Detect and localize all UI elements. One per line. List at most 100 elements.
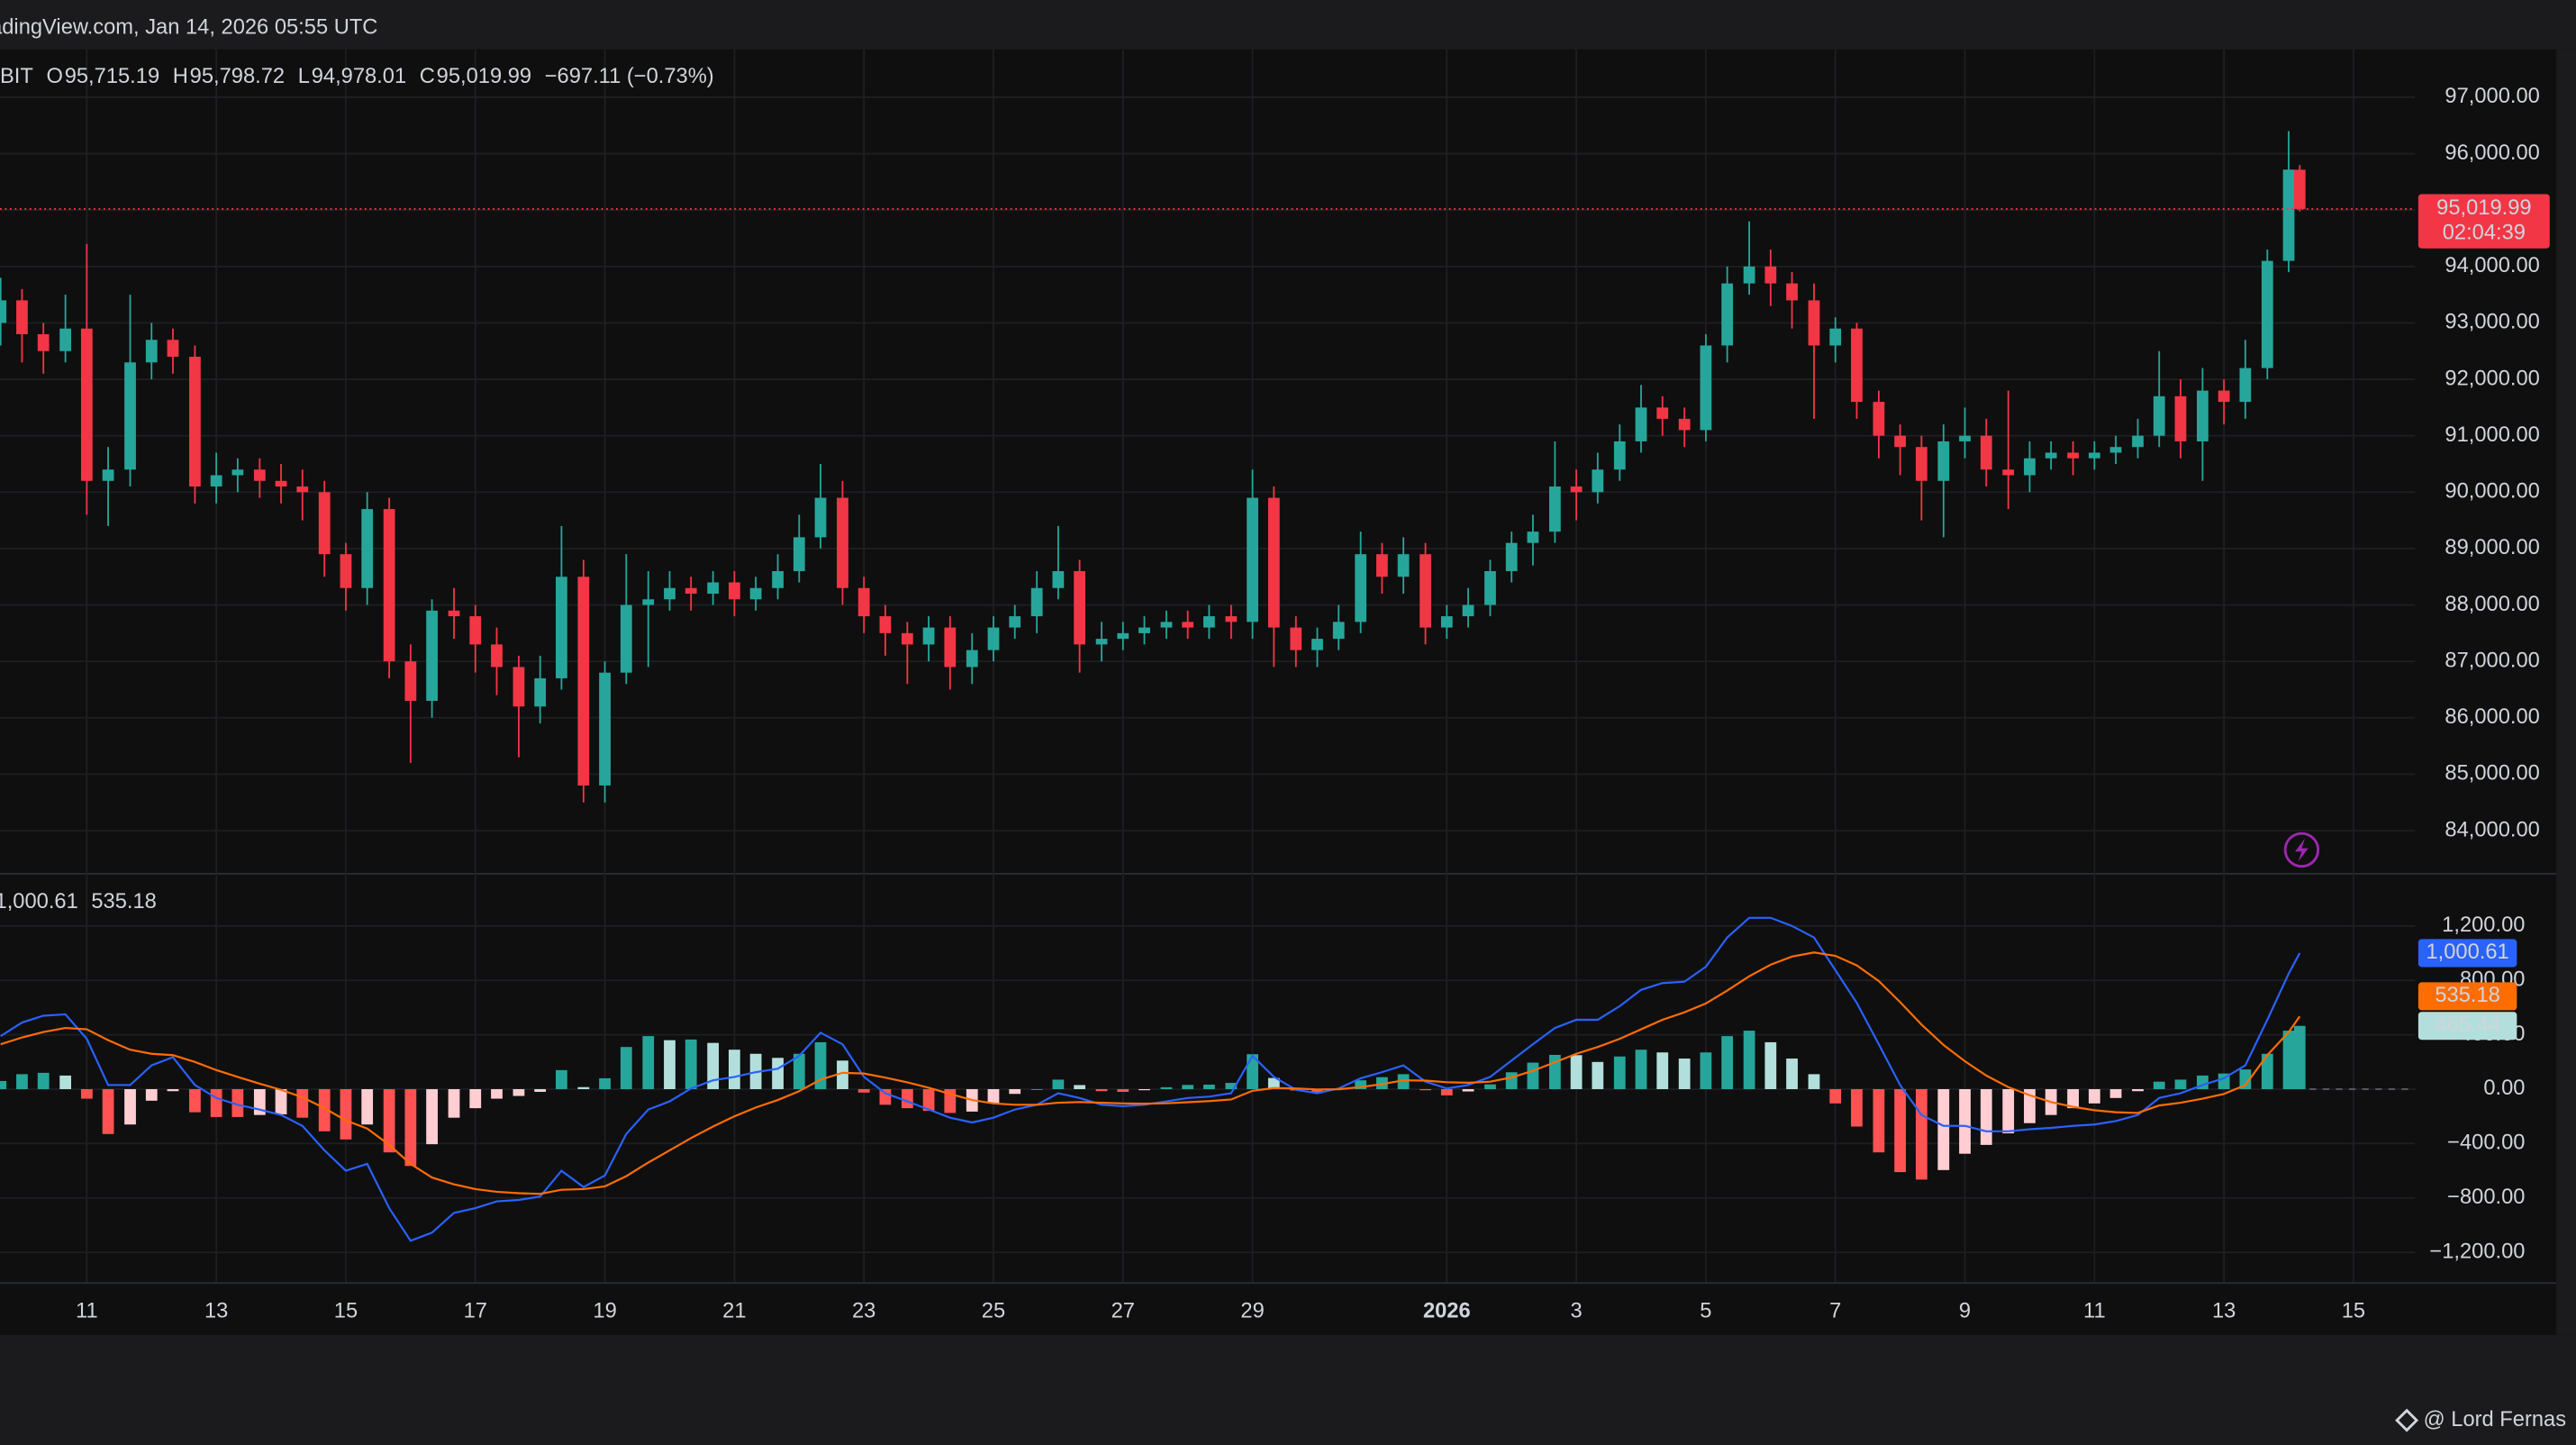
candle-body — [2024, 458, 2036, 476]
histogram-bar — [1678, 1059, 1691, 1089]
legend-item: H — [173, 65, 188, 88]
candle-body — [1980, 435, 1992, 470]
histogram-bar — [1311, 1088, 1323, 1094]
candle-body — [1959, 435, 1971, 441]
candle-body — [2239, 368, 2252, 403]
legend-item: −697.11 (−0.73%) — [545, 65, 714, 88]
macd-pane — [0, 916, 2416, 1242]
histogram-bar — [383, 1088, 395, 1153]
candle-body — [37, 333, 50, 351]
histogram-bar — [599, 1077, 611, 1089]
legend-item: 95,798.72 — [190, 65, 285, 88]
histogram-bar — [793, 1053, 805, 1089]
legend-item: O — [46, 65, 62, 88]
candle-body — [231, 469, 244, 476]
candle-body — [189, 357, 201, 487]
candle-body — [1548, 486, 1561, 532]
candle-body — [2174, 395, 2187, 441]
histogram-bar — [577, 1086, 590, 1089]
histogram-bar — [16, 1074, 28, 1089]
candle-body — [253, 469, 266, 481]
histogram-bar — [857, 1088, 870, 1093]
histogram-bar — [1743, 1031, 1755, 1089]
x-tick-label: 15 — [334, 1299, 358, 1322]
histogram-bar — [145, 1088, 158, 1101]
candle-body — [814, 497, 827, 538]
right-border — [2556, 49, 2576, 1335]
x-tick-label: 17 — [464, 1299, 487, 1322]
histogram-bar — [1095, 1088, 1108, 1092]
histogram-bar — [361, 1088, 374, 1125]
histogram-bar — [2153, 1081, 2165, 1089]
candle-body — [1117, 632, 1129, 640]
candle-body — [1332, 622, 1345, 640]
candle-body — [1808, 300, 1820, 346]
candle-body — [879, 616, 892, 633]
candle-body — [426, 610, 438, 701]
y-tick-label: 87,000.00 — [2444, 649, 2539, 672]
candle-body — [1160, 622, 1173, 628]
candle-body — [1635, 407, 1647, 441]
candle-body — [1700, 345, 1712, 431]
candle-body — [1138, 627, 1150, 633]
legend-item: C — [420, 65, 435, 88]
candle-body — [1656, 407, 1669, 419]
histogram-bar — [2293, 1025, 2306, 1089]
histogram-bar — [189, 1088, 201, 1113]
candle-body — [2002, 469, 2015, 476]
candle-body — [837, 497, 848, 588]
y-tick-label: 92,000.00 — [2444, 367, 2539, 390]
candle-body — [80, 328, 93, 481]
value-tag-label: 535.18 — [2435, 984, 2499, 1007]
y-tick-label: 86,000.00 — [2444, 705, 2539, 729]
macd-line — [0, 951, 2301, 1195]
candle-body — [1095, 639, 1108, 645]
last-price-label: 95,019.99 — [2436, 196, 2531, 220]
histogram-bar — [1527, 1062, 1539, 1089]
histogram-bar — [1959, 1088, 1971, 1154]
histogram-bar — [2282, 1031, 2295, 1089]
x-tick-label: 7 — [1829, 1299, 1841, 1322]
histogram-bar — [1505, 1072, 1518, 1089]
countdown-label: 02:04:39 — [2443, 222, 2526, 245]
watermark-text: @ Lord Fernas — [2424, 1408, 2566, 1431]
histogram-bar — [1980, 1088, 1992, 1145]
histogram-bar — [1613, 1056, 1626, 1089]
histogram-bar — [1397, 1074, 1410, 1089]
histogram-bar — [1570, 1055, 1583, 1089]
candle-body — [0, 300, 7, 323]
y-tick-label: 91,000.00 — [2444, 423, 2539, 447]
candle-body — [1894, 435, 1907, 448]
histogram-bar — [837, 1060, 848, 1089]
histogram-bar — [296, 1088, 309, 1118]
y-tick-label: 96,000.00 — [2444, 141, 2539, 165]
histogram-bar — [426, 1088, 438, 1145]
histogram-bar — [1915, 1088, 1927, 1180]
histogram-bar — [2261, 1053, 2273, 1089]
histogram-bar — [404, 1088, 417, 1167]
candle-body — [685, 587, 697, 595]
histogram-bar — [1808, 1074, 1820, 1089]
y-tick-label: −1,200.00 — [2429, 1240, 2525, 1263]
candle-body — [318, 492, 331, 555]
candle-body — [2197, 390, 2209, 441]
histogram-bar — [1721, 1036, 1734, 1089]
y-tick-label: 0.00 — [2483, 1077, 2525, 1100]
candle-body — [793, 537, 805, 571]
histogram-bar — [556, 1069, 567, 1089]
candle-body — [1678, 418, 1691, 431]
histogram-bar — [210, 1088, 222, 1117]
histogram-bar — [1484, 1084, 1496, 1089]
histogram-bar — [1182, 1085, 1194, 1089]
value-tag — [2417, 1012, 2517, 1041]
y-tick-label: 85,000.00 — [2444, 762, 2539, 786]
histogram-bar — [2088, 1088, 2100, 1104]
legend-item: 95,019.99 — [437, 65, 531, 88]
candle-body — [404, 661, 417, 701]
candle-body — [556, 577, 567, 678]
histogram-bar — [1656, 1052, 1669, 1089]
candle-body — [1786, 283, 1798, 301]
histogram-bar — [448, 1088, 460, 1118]
